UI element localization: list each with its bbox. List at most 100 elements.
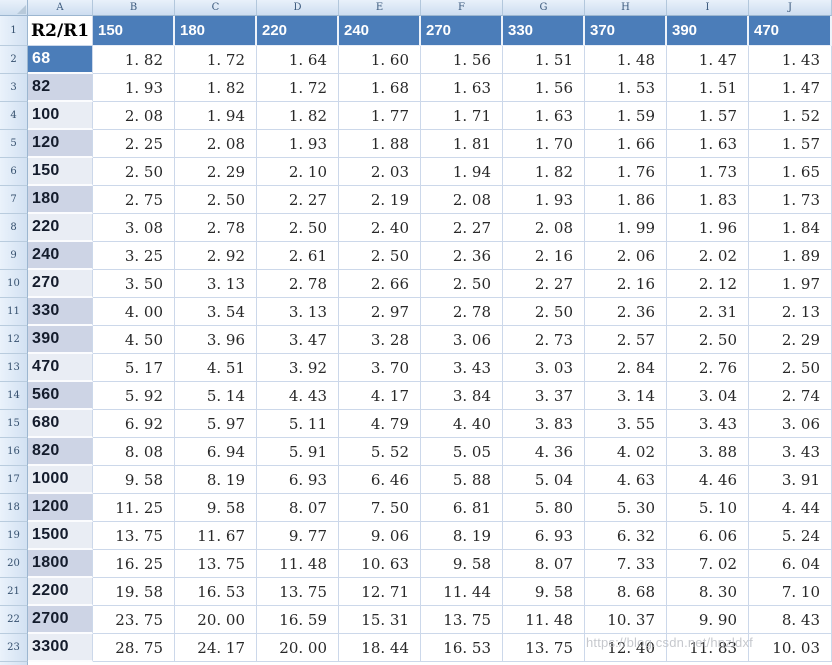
data-cell[interactable]: 6. 32 xyxy=(585,522,667,550)
data-cell[interactable]: 1. 81 xyxy=(421,130,503,158)
data-cell[interactable]: 1. 66 xyxy=(585,130,667,158)
row-header-16[interactable]: 16 xyxy=(0,438,28,466)
row-header-5[interactable]: 5 xyxy=(0,130,28,158)
data-cell[interactable]: 13. 75 xyxy=(93,522,175,550)
data-cell[interactable]: 10. 63 xyxy=(339,550,421,578)
data-cell[interactable]: 2. 74 xyxy=(749,382,832,410)
data-cell[interactable]: 1. 71 xyxy=(421,102,503,130)
data-cell[interactable]: 2. 27 xyxy=(257,186,339,214)
data-cell[interactable]: 6. 81 xyxy=(421,494,503,522)
data-cell[interactable]: 5. 14 xyxy=(175,382,257,410)
data-cell[interactable]: 3. 43 xyxy=(421,354,503,382)
data-cell[interactable]: 2. 75 xyxy=(93,186,175,214)
data-cell[interactable]: 1. 93 xyxy=(257,130,339,158)
row-header-15[interactable]: 15 xyxy=(0,410,28,438)
data-cell[interactable]: 16. 53 xyxy=(421,634,503,662)
data-cell[interactable]: 2. 27 xyxy=(421,214,503,242)
select-all-corner[interactable] xyxy=(0,0,28,16)
data-cell[interactable]: 1. 83 xyxy=(667,186,749,214)
data-cell[interactable]: 1. 93 xyxy=(93,74,175,102)
data-cell[interactable]: 1. 51 xyxy=(667,74,749,102)
data-cell[interactable]: 1. 82 xyxy=(503,158,585,186)
data-cell[interactable]: 2. 29 xyxy=(749,326,832,354)
data-cell[interactable]: 1. 53 xyxy=(585,74,667,102)
data-cell[interactable]: 1. 43 xyxy=(749,46,832,74)
data-cell[interactable]: 1. 70 xyxy=(503,130,585,158)
row-header-6[interactable]: 6 xyxy=(0,158,28,186)
data-cell[interactable]: 16. 59 xyxy=(257,606,339,634)
data-cell[interactable]: 9. 77 xyxy=(257,522,339,550)
data-cell[interactable]: 5. 52 xyxy=(339,438,421,466)
row-label-cell[interactable]: 560 xyxy=(28,382,93,410)
data-cell[interactable]: 4. 44 xyxy=(749,494,832,522)
data-cell[interactable]: 2. 16 xyxy=(503,242,585,270)
data-cell[interactable]: 2. 50 xyxy=(749,354,832,382)
header-cell[interactable]: 390 xyxy=(667,16,749,46)
data-cell[interactable]: 6. 93 xyxy=(257,466,339,494)
data-cell[interactable]: 3. 47 xyxy=(257,326,339,354)
data-cell[interactable]: 1. 63 xyxy=(503,102,585,130)
row-label-cell[interactable]: 390 xyxy=(28,326,93,354)
data-cell[interactable]: 8. 19 xyxy=(175,466,257,494)
data-cell[interactable]: 1. 57 xyxy=(749,130,832,158)
data-cell[interactable]: 1. 82 xyxy=(257,102,339,130)
data-cell[interactable]: 1. 82 xyxy=(175,74,257,102)
data-cell[interactable]: 2. 40 xyxy=(339,214,421,242)
data-cell[interactable]: 1. 84 xyxy=(749,214,832,242)
data-cell[interactable]: 12. 71 xyxy=(339,578,421,606)
data-cell[interactable]: 1. 48 xyxy=(585,46,667,74)
data-cell[interactable]: 3. 91 xyxy=(749,466,832,494)
row-label-cell[interactable]: 68 xyxy=(28,46,93,74)
data-cell[interactable]: 3. 88 xyxy=(667,438,749,466)
data-cell[interactable]: 1. 94 xyxy=(175,102,257,130)
data-cell[interactable]: 5. 10 xyxy=(667,494,749,522)
row-label-cell[interactable]: 1000 xyxy=(28,466,93,494)
data-cell[interactable]: 1. 63 xyxy=(667,130,749,158)
data-cell[interactable]: 2. 50 xyxy=(339,242,421,270)
data-cell[interactable]: 10. 03 xyxy=(749,634,832,662)
data-cell[interactable]: 1. 73 xyxy=(749,186,832,214)
data-cell[interactable]: 3. 28 xyxy=(339,326,421,354)
data-cell[interactable]: 2. 50 xyxy=(421,270,503,298)
data-cell[interactable]: 11. 44 xyxy=(421,578,503,606)
data-cell[interactable]: 3. 50 xyxy=(93,270,175,298)
data-cell[interactable]: 1. 56 xyxy=(503,74,585,102)
data-cell[interactable]: 2. 61 xyxy=(257,242,339,270)
row-label-cell[interactable]: 150 xyxy=(28,158,93,186)
data-cell[interactable]: 2. 97 xyxy=(339,298,421,326)
data-cell[interactable]: 13. 75 xyxy=(421,606,503,634)
data-cell[interactable]: 4. 36 xyxy=(503,438,585,466)
header-cell[interactable]: 150 xyxy=(93,16,175,46)
data-cell[interactable]: 5. 17 xyxy=(93,354,175,382)
data-cell[interactable]: 2. 78 xyxy=(257,270,339,298)
data-cell[interactable]: 3. 43 xyxy=(667,410,749,438)
row-label-cell[interactable]: 2200 xyxy=(28,578,93,606)
data-cell[interactable]: 1. 94 xyxy=(421,158,503,186)
data-cell[interactable]: 3. 92 xyxy=(257,354,339,382)
data-cell[interactable]: 1. 99 xyxy=(585,214,667,242)
row-label-cell[interactable]: 470 xyxy=(28,354,93,382)
row-label-cell[interactable]: 120 xyxy=(28,130,93,158)
data-cell[interactable]: 3. 14 xyxy=(585,382,667,410)
data-cell[interactable]: 11. 67 xyxy=(175,522,257,550)
data-cell[interactable]: 7. 33 xyxy=(585,550,667,578)
cell-a1-corner-header[interactable]: R2/R1 xyxy=(28,16,93,46)
data-cell[interactable]: 2. 16 xyxy=(585,270,667,298)
data-cell[interactable]: 4. 02 xyxy=(585,438,667,466)
header-cell[interactable]: 240 xyxy=(339,16,421,46)
data-cell[interactable]: 3. 25 xyxy=(93,242,175,270)
column-header-I[interactable]: I xyxy=(667,0,749,16)
column-header-D[interactable]: D xyxy=(257,0,339,16)
row-header-21[interactable]: 21 xyxy=(0,578,28,606)
data-cell[interactable]: 2. 36 xyxy=(585,298,667,326)
data-cell[interactable]: 9. 06 xyxy=(339,522,421,550)
data-cell[interactable]: 5. 05 xyxy=(421,438,503,466)
row-header-3[interactable]: 3 xyxy=(0,74,28,102)
row-header-11[interactable]: 11 xyxy=(0,298,28,326)
row-label-cell[interactable]: 240 xyxy=(28,242,93,270)
data-cell[interactable]: 4. 00 xyxy=(93,298,175,326)
data-cell[interactable]: 1. 96 xyxy=(667,214,749,242)
header-cell[interactable]: 220 xyxy=(257,16,339,46)
data-cell[interactable]: 8. 19 xyxy=(421,522,503,550)
row-header-17[interactable]: 17 xyxy=(0,466,28,494)
